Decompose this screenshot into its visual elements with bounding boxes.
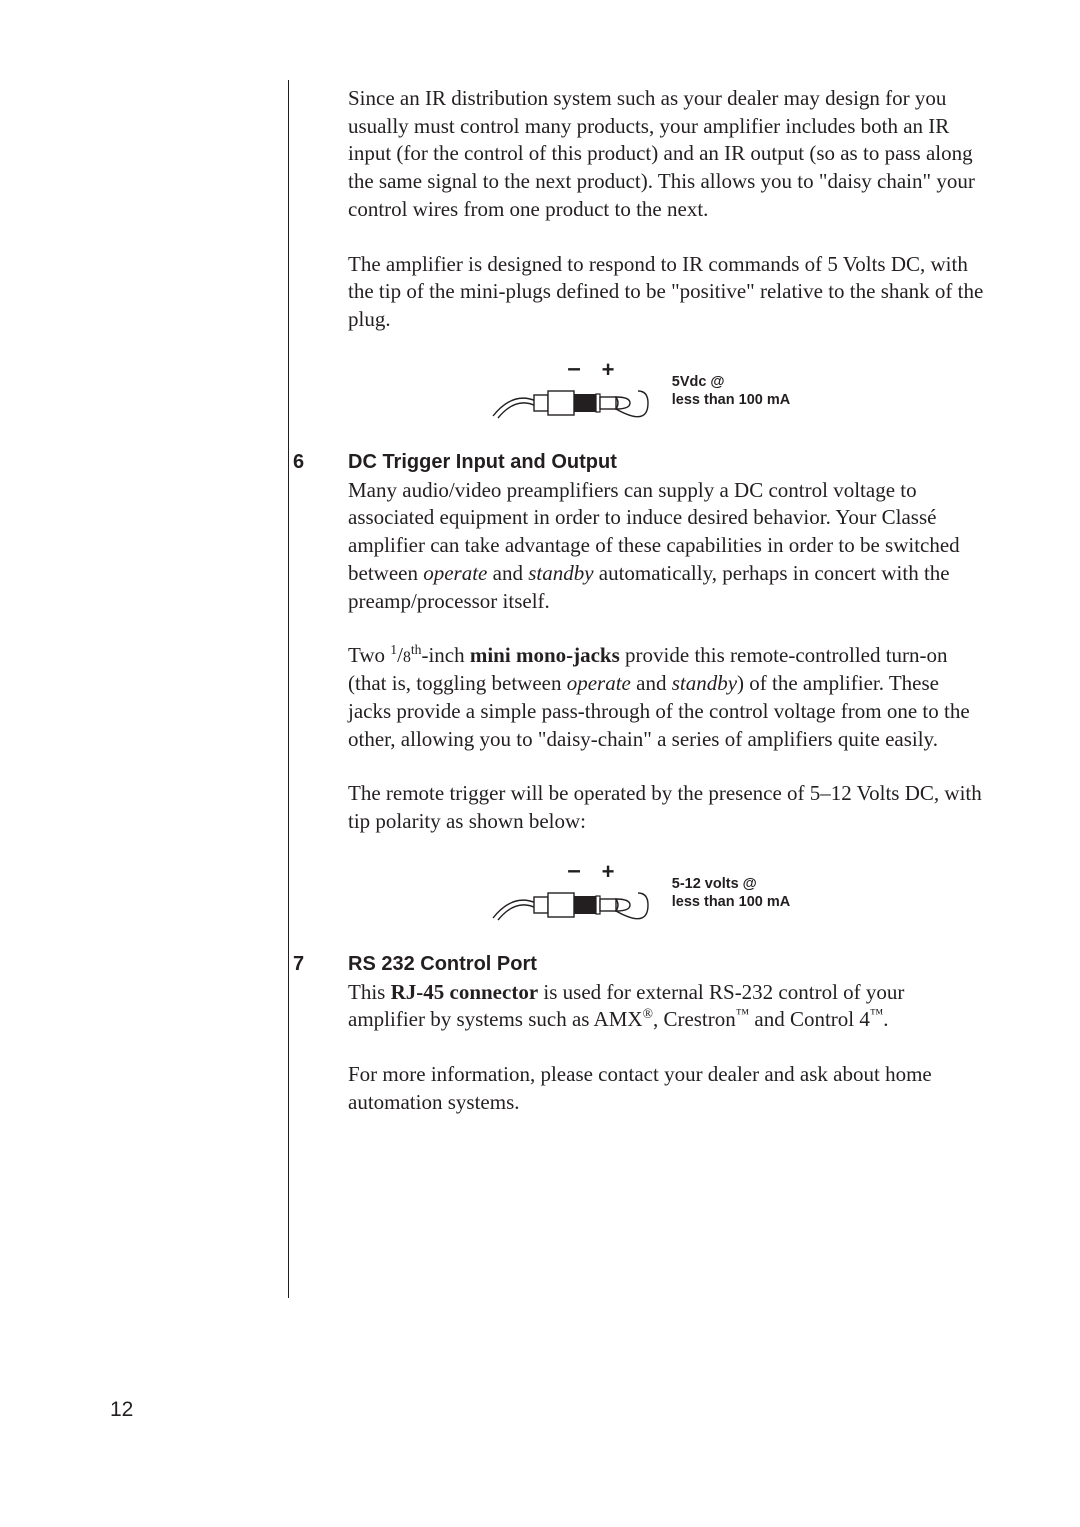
fraction-denom: 8 (403, 649, 411, 666)
section-7-title: RS 232 Control Port (348, 953, 537, 976)
text: . (883, 1007, 888, 1031)
intro-para-2: The amplifier is designed to respond to … (348, 251, 985, 334)
page-content: Since an IR distribution system such as … (0, 0, 1080, 1117)
plug-label-2-line2: less than 100 mA (672, 894, 790, 910)
trademark: ™ (736, 1006, 749, 1021)
page-number: 12 (110, 1398, 133, 1422)
minus-sign: – (567, 863, 580, 884)
section-6-title: DC Trigger Input and Output (348, 451, 617, 474)
intro-para-1: Since an IR distribution system such as … (348, 85, 985, 224)
vertical-divider (288, 80, 289, 1298)
plug-label-1-line1: 5Vdc @ (672, 374, 725, 390)
minus-sign: – (567, 361, 580, 382)
section-6-para-1: Many audio/video preamplifiers can suppl… (348, 477, 985, 616)
section-7-number: 7 (293, 953, 348, 976)
text: , Crestron (653, 1007, 736, 1031)
text: This (348, 980, 391, 1004)
plug-label-2: 5-12 volts @ less than 100 mA (672, 875, 790, 911)
plug-label-1-line2: less than 100 mA (672, 392, 790, 408)
text: and Control 4 (749, 1007, 870, 1031)
trademark: ™ (870, 1006, 883, 1021)
section-6-para-3: The remote trigger will be operated by t… (348, 780, 985, 835)
text: Two (348, 643, 390, 667)
section-6-para-2: Two 1/8th-inch mini mono-jacks provide t… (348, 642, 985, 753)
text: and (487, 561, 528, 585)
mini-mono-jacks-bold: mini mono-jacks (470, 643, 620, 667)
standby-text: standby (528, 561, 593, 585)
plug-diagram-2: – + 5-12 volts @ less than 100 mA (293, 863, 985, 923)
rj45-bold: RJ-45 connector (391, 980, 539, 1004)
text: and (631, 671, 672, 695)
section-7-para-2: For more information, please contact you… (348, 1061, 985, 1116)
mini-plug-icon: – + (488, 863, 658, 923)
ordinal-th: th (411, 642, 422, 657)
text: -inch (421, 643, 469, 667)
mini-plug-icon: – + (488, 361, 658, 421)
plug-label-1: 5Vdc @ less than 100 mA (672, 373, 790, 409)
operate-text: operate (567, 671, 631, 695)
registered-mark: ® (643, 1006, 653, 1021)
plus-sign: + (601, 863, 614, 884)
section-6-number: 6 (293, 451, 348, 474)
standby-text: standby (672, 671, 737, 695)
plug-diagram-1: – + 5Vdc @ less than 100 mA (293, 361, 985, 421)
section-7-para-1: This RJ-45 connector is used for externa… (348, 979, 985, 1034)
operate-text: operate (423, 561, 487, 585)
plus-sign: + (601, 361, 614, 382)
plug-label-2-line1: 5-12 volts @ (672, 876, 757, 892)
